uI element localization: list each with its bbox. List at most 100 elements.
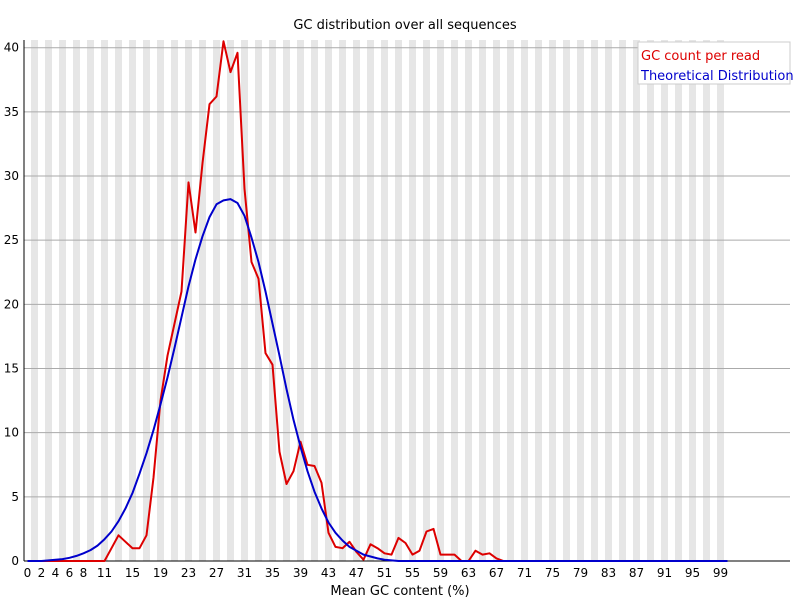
plot-stripe bbox=[283, 40, 290, 561]
plot-stripe bbox=[619, 40, 626, 561]
x-tick-label: 39 bbox=[293, 566, 308, 580]
plot-stripe bbox=[150, 40, 157, 561]
plot-stripe bbox=[437, 40, 444, 561]
plot-stripe bbox=[360, 40, 367, 561]
y-tick-label: 0 bbox=[11, 554, 19, 568]
plot-stripe bbox=[528, 40, 535, 561]
plot-stripe bbox=[591, 40, 598, 561]
x-tick-label: 63 bbox=[461, 566, 476, 580]
x-tick-label: 4 bbox=[52, 566, 60, 580]
x-tick-label: 8 bbox=[80, 566, 88, 580]
plot-stripe bbox=[318, 40, 325, 561]
plot-stripe bbox=[24, 40, 31, 561]
plot-stripe bbox=[122, 40, 129, 561]
plot-stripe bbox=[241, 40, 248, 561]
plot-background bbox=[24, 40, 731, 561]
plot-stripe bbox=[570, 40, 577, 561]
plot-stripe bbox=[346, 40, 353, 561]
x-tick-label: 43 bbox=[321, 566, 336, 580]
plot-stripe bbox=[514, 40, 521, 561]
plot-stripe bbox=[675, 40, 682, 561]
x-tick-label: 91 bbox=[657, 566, 672, 580]
series-lines bbox=[27, 40, 728, 562]
plot-stripe bbox=[472, 40, 479, 561]
plot-stripe bbox=[647, 40, 654, 561]
x-tick-label: 71 bbox=[517, 566, 532, 580]
plot-stripe bbox=[367, 40, 374, 561]
y-tick-labels: 0 5 10 15 20 25 30 35 40 bbox=[4, 41, 19, 568]
plot-stripe bbox=[696, 40, 703, 561]
plot-stripe bbox=[486, 40, 493, 561]
plot-stripe bbox=[626, 40, 633, 561]
x-tick-label: 2 bbox=[38, 566, 46, 580]
x-tick-label: 55 bbox=[405, 566, 420, 580]
x-tick-label: 87 bbox=[629, 566, 644, 580]
y-tick-label: 15 bbox=[4, 362, 19, 376]
plot-stripe bbox=[304, 40, 311, 561]
plot-stripe bbox=[395, 40, 402, 561]
plot-stripe bbox=[388, 40, 395, 561]
plot-stripe bbox=[171, 40, 178, 561]
x-tick-label: 6 bbox=[66, 566, 74, 580]
plot-stripe bbox=[59, 40, 66, 561]
y-tick-label: 25 bbox=[4, 233, 19, 247]
plot-stripe bbox=[129, 40, 136, 561]
x-tick-label: 75 bbox=[545, 566, 560, 580]
plot-stripe bbox=[451, 40, 458, 561]
plot-stripe bbox=[101, 40, 108, 561]
y-tick-label: 20 bbox=[4, 297, 19, 311]
x-tick-label: 99 bbox=[713, 566, 728, 580]
y-tick-label: 40 bbox=[4, 41, 19, 55]
plot-stripe bbox=[199, 40, 206, 561]
x-tick-label: 31 bbox=[237, 566, 252, 580]
series-line-theoretical bbox=[27, 198, 728, 562]
plot-stripe bbox=[94, 40, 101, 561]
plot-stripe bbox=[423, 40, 430, 561]
x-tick-label: 19 bbox=[153, 566, 168, 580]
plot-stripe bbox=[584, 40, 591, 561]
x-tick-label: 0 bbox=[24, 566, 32, 580]
plot-stripe bbox=[276, 40, 283, 561]
plot-stripe bbox=[374, 40, 381, 561]
plot-stripe bbox=[339, 40, 346, 561]
x-tick-label: 11 bbox=[97, 566, 112, 580]
x-tick-label: 51 bbox=[377, 566, 392, 580]
plot-stripe bbox=[108, 40, 115, 561]
plot-stripe bbox=[458, 40, 465, 561]
plot-stripe bbox=[724, 40, 731, 561]
x-tick-label: 59 bbox=[433, 566, 448, 580]
plot-stripe bbox=[185, 40, 192, 561]
plot-stripe bbox=[297, 40, 304, 561]
y-tick-label: 35 bbox=[4, 105, 19, 119]
plot-stripe bbox=[542, 40, 549, 561]
plot-stripe bbox=[164, 40, 171, 561]
plot-stripe bbox=[381, 40, 388, 561]
plot-stripe bbox=[668, 40, 675, 561]
plot-stripe bbox=[549, 40, 556, 561]
plot-stripe bbox=[178, 40, 185, 561]
plot-stripe bbox=[521, 40, 528, 561]
y-tick-label: 10 bbox=[4, 426, 19, 440]
plot-stripe bbox=[115, 40, 122, 561]
plot-stripe bbox=[689, 40, 696, 561]
plot-stripe bbox=[213, 40, 220, 561]
plot-stripe bbox=[227, 40, 234, 561]
plot-stripe bbox=[633, 40, 640, 561]
plot-stripe bbox=[409, 40, 416, 561]
y-tick-label: 30 bbox=[4, 169, 19, 183]
plot-stripe bbox=[507, 40, 514, 561]
plot-stripe bbox=[262, 40, 269, 561]
chart-title: GC distribution over all sequences bbox=[293, 18, 517, 33]
plot-stripe bbox=[31, 40, 38, 561]
plot-stripe bbox=[703, 40, 710, 561]
y-tick-label: 5 bbox=[11, 490, 19, 504]
legend-box bbox=[637, 41, 791, 85]
legend-entry-gc-count: GC count per read bbox=[641, 49, 760, 64]
plot-stripe bbox=[325, 40, 332, 561]
plot-stripe bbox=[710, 40, 717, 561]
x-tick-label: 15 bbox=[125, 566, 140, 580]
plot-stripe bbox=[500, 40, 507, 561]
plot-stripe bbox=[535, 40, 542, 561]
plot-stripe bbox=[220, 40, 227, 561]
